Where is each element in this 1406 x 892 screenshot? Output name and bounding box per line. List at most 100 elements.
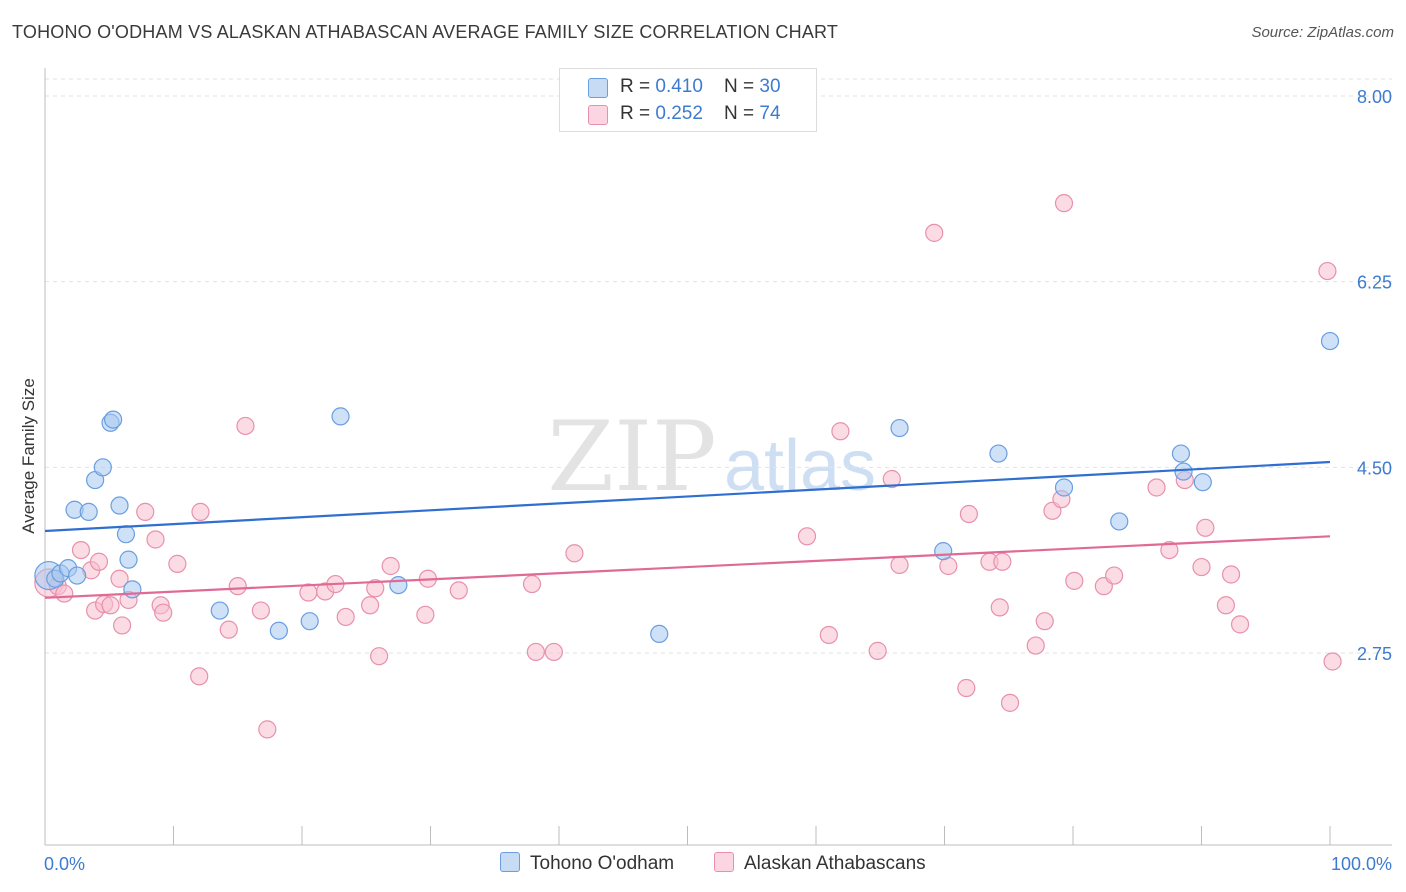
alaskan-point-10 (112, 616, 132, 635)
axes (44, 68, 1392, 846)
trend-line-alaskan (44, 535, 1331, 599)
alaskan-point-16 (168, 554, 187, 573)
alaskan-point-70 (1323, 652, 1342, 671)
legend-r-label: R = (620, 103, 656, 124)
series-alaskan-athabascans (34, 194, 1342, 739)
alaskan-point-65 (1196, 518, 1215, 537)
alaskan-point-54 (1035, 612, 1054, 631)
alaskan-point-6 (89, 552, 109, 571)
alaskan-point-15 (154, 603, 173, 622)
tohono-point-14 (123, 580, 142, 599)
legend-r-value-tohono: 0.410 (655, 76, 703, 97)
x-tick-label-end: 100.0% (1331, 854, 1392, 874)
alaskan-point-31 (381, 556, 400, 576)
tohono-point-24 (1054, 478, 1074, 497)
alaskan-point-32 (416, 605, 435, 624)
alaskan-point-42 (868, 641, 887, 660)
alaskan-point-19 (219, 620, 238, 639)
alaskan-point-53 (1026, 636, 1045, 655)
alaskan-point-30 (370, 647, 389, 666)
alaskan-point-44 (890, 555, 909, 575)
y-tick-label-0: 2.75 (1357, 644, 1392, 664)
alaskan-point-52 (1000, 693, 1020, 712)
tohono-point-27 (1174, 462, 1193, 481)
trend-line-tohono (44, 460, 1331, 533)
alaskan-point-69 (1318, 261, 1337, 281)
alaskan-point-43 (882, 469, 901, 489)
alaskan-point-64 (1192, 557, 1211, 577)
bottom-legend-swatch-alaskan (714, 852, 734, 872)
alaskan-point-17 (190, 667, 209, 686)
y-tick-labels: 2.75 4.50 6.25 8.00 (1357, 87, 1392, 664)
tohono-point-25 (1110, 512, 1129, 531)
alaskan-point-40 (819, 625, 838, 645)
bottom-legend-swatch-tohono (500, 852, 520, 872)
y-tick-label-1: 4.50 (1357, 458, 1392, 478)
alaskan-point-68 (1230, 615, 1250, 634)
alaskan-point-18 (191, 502, 210, 521)
tohono-point-11 (110, 496, 129, 515)
watermark-zip: ZIP (547, 401, 716, 513)
x-tick-label-start: 0.0% (44, 854, 85, 874)
tohono-point-28 (1193, 473, 1212, 492)
legend-n-label: N = (724, 103, 760, 124)
legend-n-value-alaskan: 74 (759, 103, 781, 124)
tohono-point-17 (300, 612, 319, 631)
tohono-point-6 (79, 502, 98, 521)
alaskan-point-60 (1105, 566, 1124, 585)
tohono-point-16 (269, 621, 288, 640)
alaskan-point-62 (1160, 540, 1179, 560)
bottom-legend-tohono: Tohono O'odham (500, 852, 674, 875)
x-ticks (44, 826, 1331, 845)
tohono-point-19 (389, 575, 408, 595)
alaskan-point-67 (1221, 565, 1241, 584)
trend-lines (44, 460, 1331, 599)
alaskan-point-34 (449, 581, 468, 600)
alaskan-point-47 (957, 678, 976, 698)
alaskan-point-50 (990, 598, 1009, 617)
legend-r-label: R = (620, 76, 656, 97)
bottom-legend-alaskan: Alaskan Athabascans (714, 852, 926, 875)
y-tick-label-2: 6.25 (1357, 273, 1392, 293)
tohono-point-8 (93, 458, 112, 477)
source-label: Source: ZipAtlas.com (1251, 24, 1394, 41)
alaskan-point-51 (993, 552, 1012, 571)
tohono-point-10 (104, 410, 123, 429)
chart-title: TOHONO O'ODHAM VS ALASKAN ATHABASCAN AVE… (12, 22, 839, 42)
alaskan-point-38 (565, 544, 584, 563)
tohono-point-18 (331, 407, 350, 426)
alaskan-point-35 (522, 574, 542, 594)
alaskan-point-28 (361, 596, 380, 615)
tohono-point-13 (119, 550, 138, 569)
alaskan-point-9 (110, 569, 129, 588)
alaskan-point-45 (925, 223, 944, 242)
tohono-point-23 (989, 444, 1008, 463)
alaskan-point-22 (251, 601, 270, 620)
alaskan-point-20 (228, 577, 247, 596)
alaskan-point-23 (258, 720, 277, 739)
alaskan-point-61 (1147, 478, 1166, 497)
tohono-point-22 (934, 542, 953, 561)
tohono-point-29 (1320, 331, 1340, 351)
y-tick-label-3: 8.00 (1357, 87, 1392, 107)
alaskan-point-27 (336, 607, 355, 627)
legend-swatch-tohono (588, 78, 608, 98)
alaskan-point-13 (146, 530, 165, 549)
alaskan-point-8 (101, 596, 120, 615)
stats-legend: R = 0.410 N = 30 R = 0.252 N = 74 (559, 68, 817, 132)
alaskan-point-12 (136, 502, 155, 521)
alaskan-point-37 (544, 642, 563, 662)
legend-swatch-alaskan (588, 105, 608, 125)
alaskan-point-48 (959, 504, 979, 524)
gridlines (45, 78, 1392, 654)
tohono-point-15 (210, 601, 229, 620)
alaskan-point-21 (236, 416, 255, 436)
alaskan-point-29 (366, 579, 385, 598)
watermark: ZIP atlas (547, 401, 876, 513)
legend-n-label: N = (724, 76, 760, 97)
alaskan-point-3 (71, 540, 91, 560)
alaskan-point-36 (526, 642, 545, 662)
alaskan-point-66 (1216, 596, 1236, 615)
series-tohono-oodham (34, 331, 1340, 644)
